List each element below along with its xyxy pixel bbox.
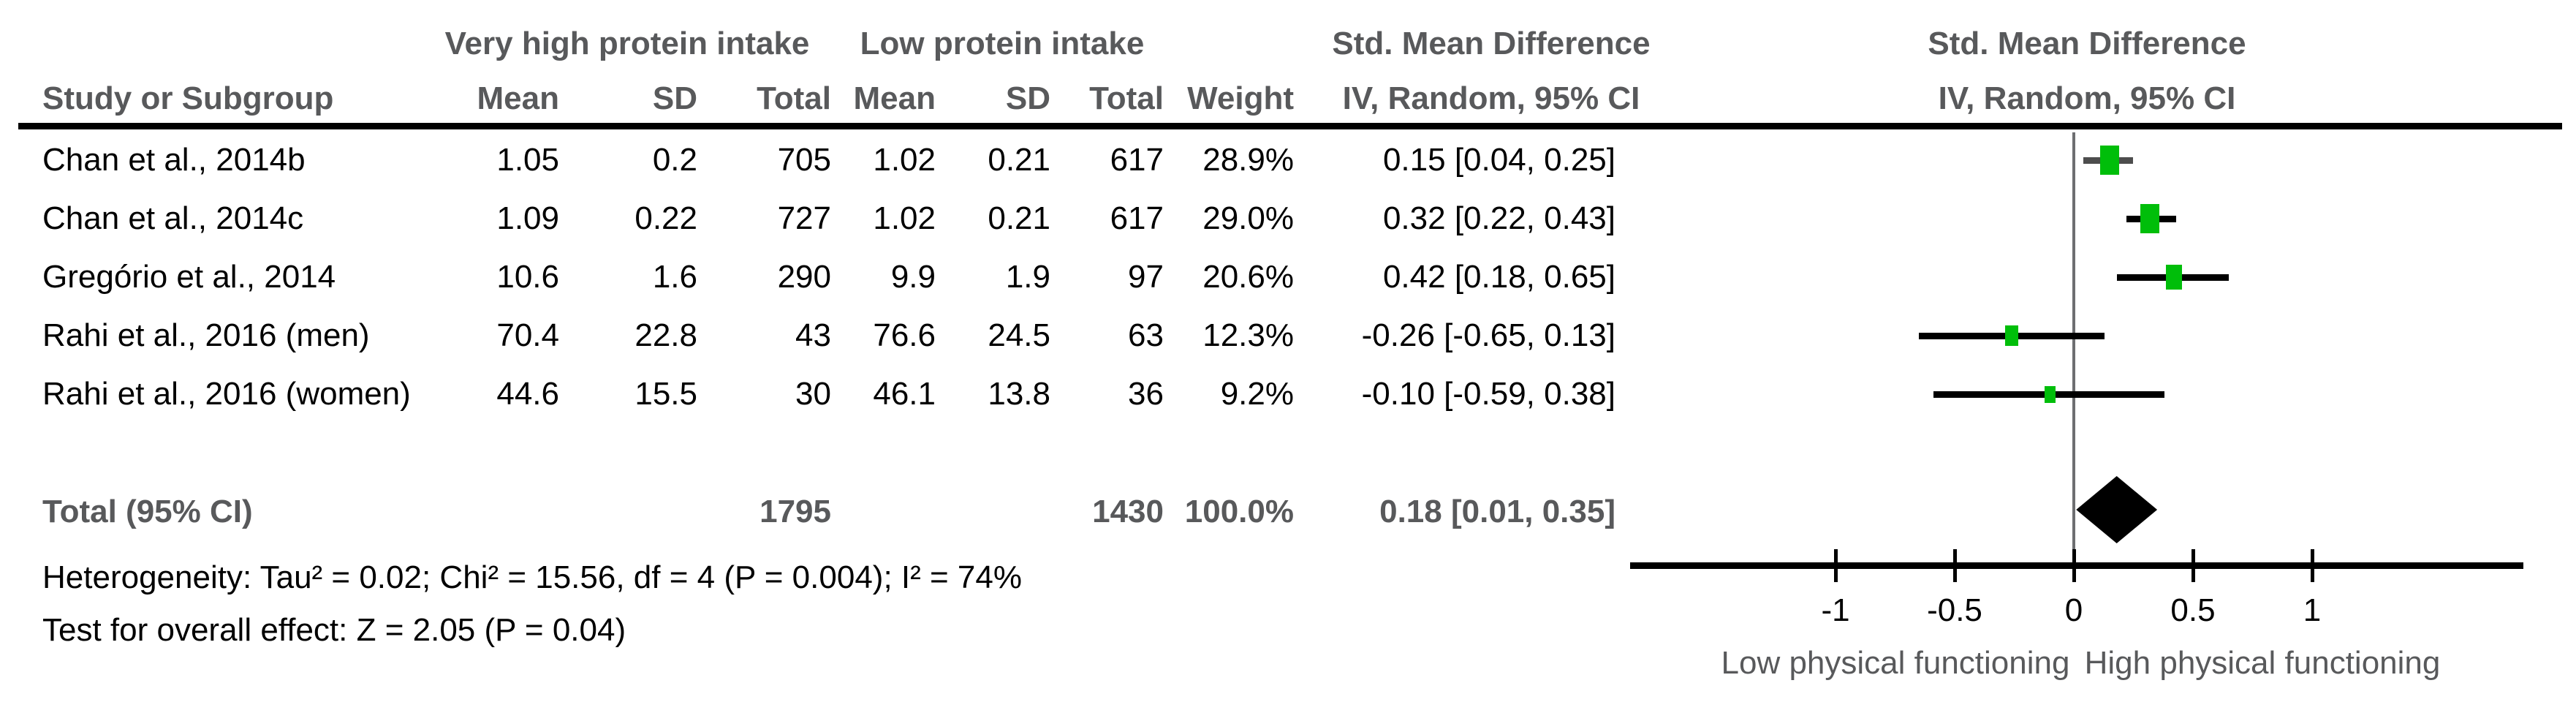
cell-total2: 617 xyxy=(1110,200,1164,236)
cell-weight: 9.2% xyxy=(1220,376,1294,412)
effect-square xyxy=(2005,325,2019,346)
cell-sd1: 0.22 xyxy=(634,200,697,236)
group2-header: Low protein intake xyxy=(860,26,1145,61)
cell-sd1: 0.2 xyxy=(652,142,697,178)
cell-total2: 97 xyxy=(1128,259,1164,295)
effect-square xyxy=(2044,385,2056,403)
x-tick-label: 1 xyxy=(2303,592,2322,628)
effect-square xyxy=(2140,204,2160,233)
x-tick xyxy=(2072,549,2076,582)
cell-weight: 20.6% xyxy=(1202,259,1294,295)
cell-total2: 63 xyxy=(1128,317,1164,353)
cell-ci_text: 0.15 [0.04, 0.25] xyxy=(1382,142,1615,178)
col-sd1: SD xyxy=(652,80,697,116)
cell-study: Rahi et al., 2016 (men) xyxy=(42,317,370,353)
effect-square xyxy=(2165,265,2182,290)
total-weight: 100.0% xyxy=(1184,494,1294,529)
cell-study: Gregório et al., 2014 xyxy=(42,259,336,295)
cell-total1: 30 xyxy=(795,376,831,412)
zero-line xyxy=(2072,132,2075,565)
cell-sd1: 1.6 xyxy=(652,259,697,295)
x-tick-label: -0.5 xyxy=(1927,592,1982,628)
col-mean1: Mean xyxy=(477,80,559,116)
cell-sd2: 0.21 xyxy=(988,142,1050,178)
pooled-effect-diamond xyxy=(2076,476,2158,543)
total-total2: 1430 xyxy=(1092,494,1164,529)
x-tick-label: 0.5 xyxy=(2170,592,2216,628)
cell-weight: 29.0% xyxy=(1202,200,1294,236)
overall-effect-note: Test for overall effect: Z = 2.05 (P = 0… xyxy=(42,612,626,648)
cell-weight: 12.3% xyxy=(1202,317,1294,353)
col-weight: Weight xyxy=(1187,80,1294,116)
col-sd2: SD xyxy=(1005,80,1050,116)
col-total1: Total xyxy=(757,80,831,116)
cell-total2: 36 xyxy=(1128,376,1164,412)
col-total2: Total xyxy=(1089,80,1164,116)
cell-mean1: 10.6 xyxy=(496,259,559,295)
total-label: Total (95% CI) xyxy=(42,494,253,529)
cell-ci_text: 0.32 [0.22, 0.43] xyxy=(1382,200,1615,236)
cell-total1: 43 xyxy=(795,317,831,353)
cell-mean1: 1.09 xyxy=(496,200,559,236)
axis-caption-right: High physical functioning xyxy=(2084,645,2441,681)
cell-mean1: 44.6 xyxy=(496,376,559,412)
cell-sd2: 1.9 xyxy=(1005,259,1050,295)
x-axis-line xyxy=(1630,562,2523,569)
x-tick xyxy=(2311,549,2314,582)
axis-caption-left: Low physical functioning xyxy=(1721,645,2070,681)
cell-weight: 28.9% xyxy=(1202,142,1294,178)
heterogeneity-note: Heterogeneity: Tau² = 0.02; Chi² = 15.56… xyxy=(42,559,1022,595)
x-tick-label: 0 xyxy=(2064,592,2083,628)
col-study: Study or Subgroup xyxy=(42,80,334,116)
cell-sd2: 13.8 xyxy=(988,376,1050,412)
effect-square xyxy=(2099,146,2119,175)
x-tick xyxy=(2192,549,2195,582)
cell-study: Rahi et al., 2016 (women) xyxy=(42,376,411,412)
header-rule xyxy=(18,123,2562,129)
cell-sd1: 22.8 xyxy=(634,317,697,353)
smd-header-right: Std. Mean Difference xyxy=(1928,26,2246,61)
x-tick xyxy=(1834,549,1838,582)
cell-mean2: 1.02 xyxy=(873,142,936,178)
cell-ci_text: -0.26 [-0.65, 0.13] xyxy=(1361,317,1615,353)
x-tick xyxy=(1953,549,1957,582)
col-method-left: IV, Random, 95% CI xyxy=(1342,80,1640,116)
cell-mean1: 1.05 xyxy=(496,142,559,178)
cell-sd1: 15.5 xyxy=(634,376,697,412)
cell-total1: 705 xyxy=(777,142,831,178)
cell-ci_text: 0.42 [0.18, 0.65] xyxy=(1382,259,1615,295)
cell-sd2: 24.5 xyxy=(988,317,1050,353)
col-method-right: IV, Random, 95% CI xyxy=(1938,80,2236,116)
cell-mean2: 9.9 xyxy=(890,259,936,295)
cell-mean2: 1.02 xyxy=(873,200,936,236)
cell-sd2: 0.21 xyxy=(988,200,1050,236)
cell-mean2: 46.1 xyxy=(873,376,936,412)
cell-mean1: 70.4 xyxy=(496,317,559,353)
total-total1: 1795 xyxy=(759,494,831,529)
cell-ci_text: -0.10 [-0.59, 0.38] xyxy=(1361,376,1615,412)
cell-total2: 617 xyxy=(1110,142,1164,178)
x-tick-label: -1 xyxy=(1821,592,1850,628)
cell-total1: 727 xyxy=(777,200,831,236)
group1-header: Very high protein intake xyxy=(444,26,810,61)
cell-mean2: 76.6 xyxy=(873,317,936,353)
total-ci-text: 0.18 [0.01, 0.35] xyxy=(1379,494,1615,529)
col-mean2: Mean xyxy=(853,80,936,116)
smd-header-left: Std. Mean Difference xyxy=(1332,26,1651,61)
cell-study: Chan et al., 2014c xyxy=(42,200,304,236)
cell-study: Chan et al., 2014b xyxy=(42,142,306,178)
cell-total1: 290 xyxy=(777,259,831,295)
